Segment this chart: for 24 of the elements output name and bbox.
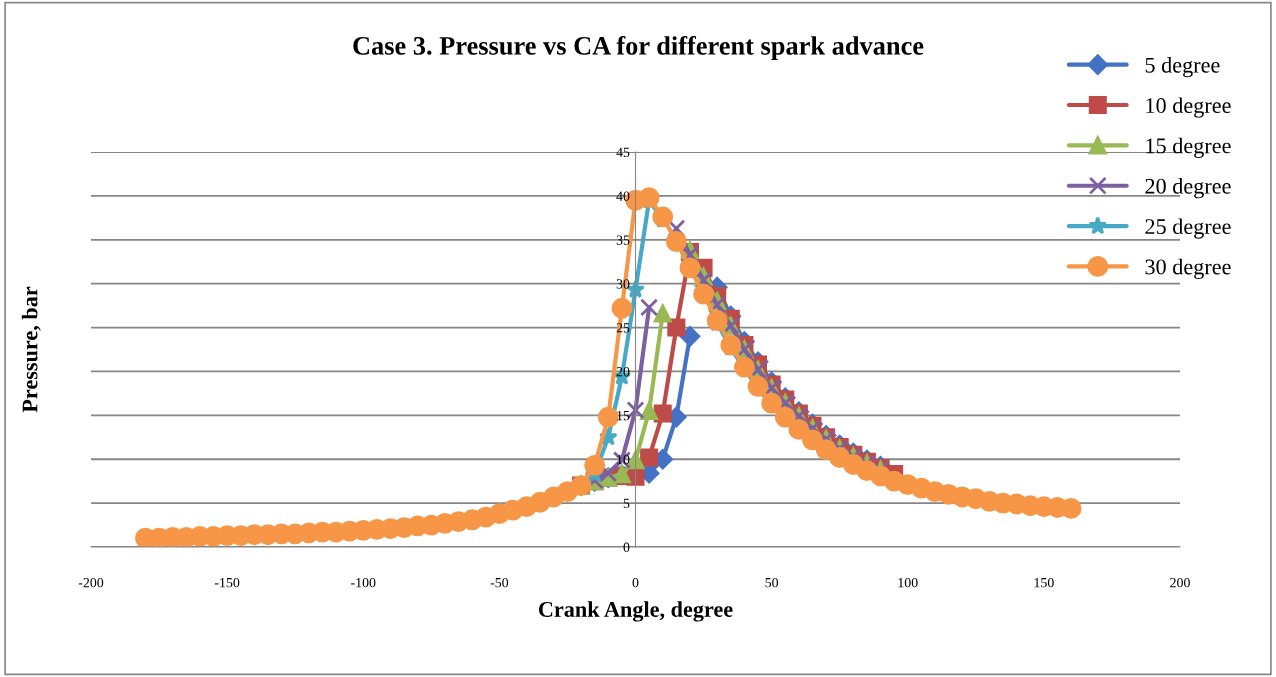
legend-label: 30 degree [1145, 258, 1231, 279]
y-tick-label: 10 [617, 454, 630, 465]
x-tick-label: 150 [1034, 577, 1054, 588]
y-tick-label: 45 [616, 147, 630, 157]
y-axis-title: Pressure, bar [21, 286, 41, 413]
x-tick-label: -150 [214, 577, 240, 588]
y-tick-label: 5 [623, 498, 630, 509]
y-tick-label: 0 [623, 542, 630, 552]
x-axis-title: Crank Angle, degree [538, 601, 733, 622]
x-tick-label: 100 [898, 577, 918, 588]
legend-label: 5 degree [1145, 57, 1220, 78]
x-tick-label: 50 [765, 577, 779, 588]
legend-label: 25 degree [1145, 218, 1231, 239]
x-tick-label: 200 [1170, 577, 1190, 588]
legend-label: 10 degree [1146, 97, 1231, 118]
x-tick-label: 0 [632, 577, 639, 588]
y-tick-label: 40 [616, 191, 630, 201]
x-tick-label: -50 [490, 577, 509, 588]
y-tick-label: 30 [616, 279, 630, 289]
legend-label: 20 degree [1145, 178, 1231, 199]
chart-title: Case 3. Pressure vs CA for different spark advance [353, 35, 924, 61]
x-tick-label: -200 [78, 577, 104, 588]
legend-label: 15 degree [1146, 137, 1231, 158]
x-tick-label: -100 [351, 577, 376, 588]
